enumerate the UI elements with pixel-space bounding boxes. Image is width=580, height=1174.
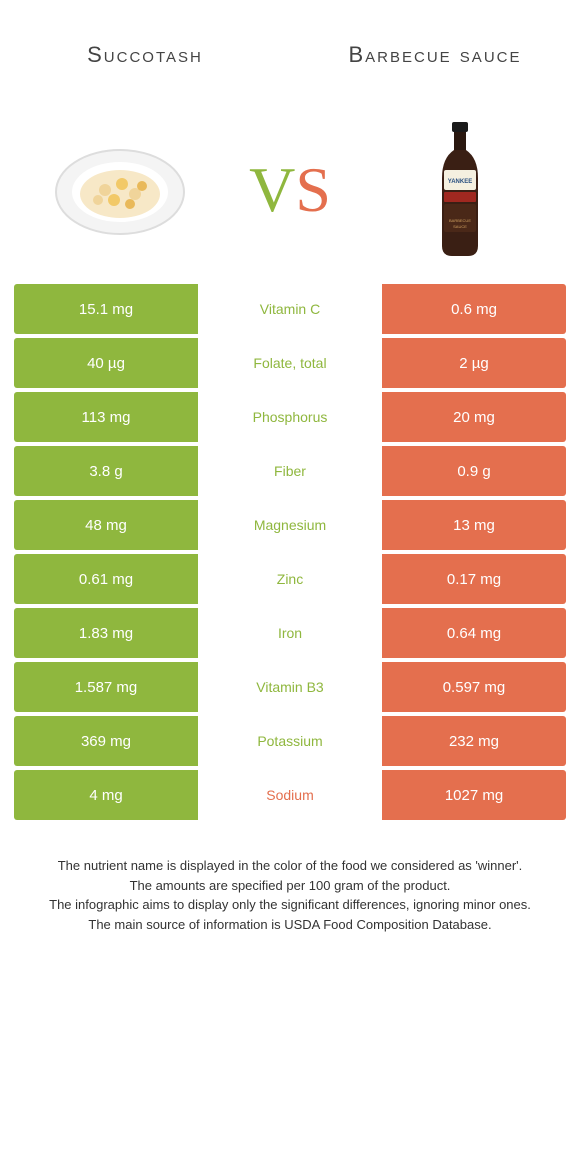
right-value: 0.6 mg [382,284,566,334]
left-value: 113 mg [14,392,198,442]
images-row: VS YANKEE BARBECUE SAUCE [0,110,580,270]
nutrient-name: Zinc [198,554,382,604]
succotash-image [50,140,190,240]
right-image-col: YANKEE BARBECUE SAUCE [340,120,580,260]
nutrient-name: Sodium [198,770,382,820]
nutrient-name: Phosphorus [198,392,382,442]
svg-text:YANKEE: YANKEE [448,179,472,185]
header-row: Succotash Barbecue sauce [0,0,580,110]
table-row: 369 mgPotassium232 mg [14,716,566,766]
nutrient-name: Magnesium [198,500,382,550]
table-row: 1.83 mgIron0.64 mg [14,608,566,658]
footer-line: The main source of information is USDA F… [20,915,560,935]
nutrient-table: 15.1 mgVitamin C0.6 mg40 µgFolate, total… [14,284,566,820]
svg-text:BARBECUE: BARBECUE [449,218,471,223]
nutrient-name: Fiber [198,446,382,496]
bbq-sauce-image: YANKEE BARBECUE SAUCE [432,120,488,260]
left-value: 48 mg [14,500,198,550]
footer-line: The infographic aims to display only the… [20,895,560,915]
left-value: 15.1 mg [14,284,198,334]
right-value: 0.597 mg [382,662,566,712]
left-value: 3.8 g [14,446,198,496]
right-value: 13 mg [382,500,566,550]
footer-line: The amounts are specified per 100 gram o… [20,876,560,896]
right-value: 2 µg [382,338,566,388]
nutrient-name: Vitamin C [198,284,382,334]
nutrient-name: Vitamin B3 [198,662,382,712]
table-row: 15.1 mgVitamin C0.6 mg [14,284,566,334]
table-row: 0.61 mgZinc0.17 mg [14,554,566,604]
table-row: 113 mgPhosphorus20 mg [14,392,566,442]
left-value: 369 mg [14,716,198,766]
footer-line: The nutrient name is displayed in the co… [20,856,560,876]
left-value: 4 mg [14,770,198,820]
right-value: 0.17 mg [382,554,566,604]
right-value: 1027 mg [382,770,566,820]
right-value: 232 mg [382,716,566,766]
header-right: Barbecue sauce [290,42,580,68]
footer-notes: The nutrient name is displayed in the co… [20,856,560,934]
table-row: 3.8 gFiber0.9 g [14,446,566,496]
nutrient-name: Iron [198,608,382,658]
vs-v: V [249,154,295,225]
table-row: 40 µgFolate, total2 µg [14,338,566,388]
header-left: Succotash [0,42,290,68]
left-image-col [0,140,240,240]
table-row: 1.587 mgVitamin B30.597 mg [14,662,566,712]
svg-text:SAUCE: SAUCE [453,224,467,229]
left-value: 40 µg [14,338,198,388]
table-row: 4 mgSodium1027 mg [14,770,566,820]
right-value: 0.64 mg [382,608,566,658]
left-value: 1.83 mg [14,608,198,658]
nutrient-name: Folate, total [198,338,382,388]
vs-s: S [295,154,331,225]
left-value: 1.587 mg [14,662,198,712]
right-value: 20 mg [382,392,566,442]
vs-label: VS [240,153,340,227]
right-value: 0.9 g [382,446,566,496]
table-row: 48 mgMagnesium13 mg [14,500,566,550]
left-value: 0.61 mg [14,554,198,604]
nutrient-name: Potassium [198,716,382,766]
